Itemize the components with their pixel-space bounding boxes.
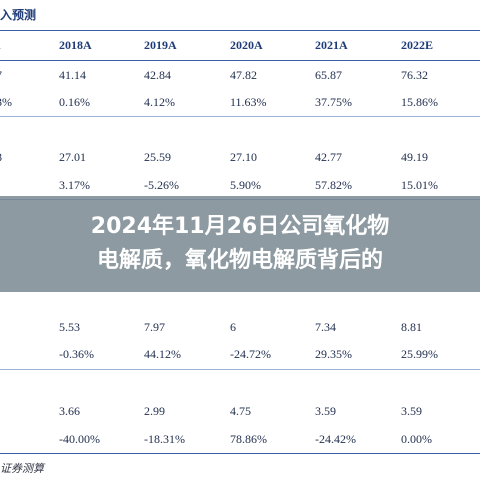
cell: 78.86% bbox=[230, 432, 267, 446]
rule bbox=[0, 369, 480, 370]
cell: 57.82% bbox=[315, 178, 352, 192]
cell: 37.75% bbox=[315, 95, 352, 109]
cell: -5.26% bbox=[144, 178, 179, 192]
column-header: 2022E bbox=[401, 38, 434, 52]
cell: 65.87 bbox=[315, 68, 342, 82]
cell: 0.00% bbox=[401, 432, 432, 446]
cell: 4.75 bbox=[230, 404, 251, 418]
cell: 3.66 bbox=[59, 404, 80, 418]
cell: 7 bbox=[0, 68, 2, 83]
table-title: 入预测 bbox=[0, 8, 37, 22]
cell: 3.59 bbox=[401, 404, 422, 418]
cell: 27.10 bbox=[230, 150, 257, 164]
cell: 27.01 bbox=[59, 150, 86, 164]
cell: -24.72% bbox=[230, 347, 271, 361]
cell: 29.35% bbox=[315, 347, 352, 361]
cell: 3.59 bbox=[315, 404, 336, 418]
cell: 25.99% bbox=[401, 347, 438, 361]
rule bbox=[0, 60, 480, 61]
cell: -40.00% bbox=[59, 432, 100, 446]
cell: 3% bbox=[0, 95, 12, 109]
cell: 3.17% bbox=[59, 178, 90, 192]
column-header: 2020A bbox=[230, 38, 263, 52]
banner-line: 电解质，氧化物电解质背后的 bbox=[96, 248, 383, 273]
cell: 6 bbox=[230, 320, 236, 334]
column-header: A bbox=[0, 38, 1, 53]
cell: 5.90% bbox=[230, 178, 261, 192]
cell: 8 bbox=[0, 150, 2, 165]
rule bbox=[0, 116, 480, 117]
cell: 8.81 bbox=[401, 320, 422, 334]
cell: 25.59 bbox=[144, 150, 171, 164]
cell: -18.31% bbox=[144, 432, 185, 446]
banner-line: 2024年11月26日公司氧化物 bbox=[90, 214, 390, 239]
cell: 41.14 bbox=[59, 68, 86, 82]
rule bbox=[0, 453, 480, 454]
cell: 7.34 bbox=[315, 320, 336, 334]
column-header: 2018A bbox=[59, 38, 92, 52]
source-note: 证券测算 bbox=[0, 462, 44, 475]
cell: 76.32 bbox=[401, 68, 428, 82]
cell: -0.36% bbox=[59, 347, 94, 361]
column-header: 2021A bbox=[315, 38, 348, 52]
cell: -24.42% bbox=[315, 432, 356, 446]
cell: 5.53 bbox=[59, 320, 80, 334]
cell: 15.86% bbox=[401, 95, 438, 109]
cell: 44.12% bbox=[144, 347, 181, 361]
rule bbox=[0, 30, 480, 31]
cell: 42.77 bbox=[315, 150, 342, 164]
cell: 11.63% bbox=[230, 95, 267, 109]
cell: 15.01% bbox=[401, 178, 438, 192]
column-header: 2019A bbox=[144, 38, 177, 52]
cell: 42.84 bbox=[144, 68, 171, 82]
cell: 49.19 bbox=[401, 150, 428, 164]
cell: 7.97 bbox=[144, 320, 165, 334]
cell: 0.16% bbox=[59, 95, 90, 109]
cell: 47.82 bbox=[230, 68, 257, 82]
banner-title: 2024年11月26日公司氧化物 电解质，氧化物电解质背后的 bbox=[0, 210, 480, 278]
cell: 4.12% bbox=[144, 95, 175, 109]
cell: 2.99 bbox=[144, 404, 165, 418]
banner-overlay bbox=[0, 196, 480, 292]
